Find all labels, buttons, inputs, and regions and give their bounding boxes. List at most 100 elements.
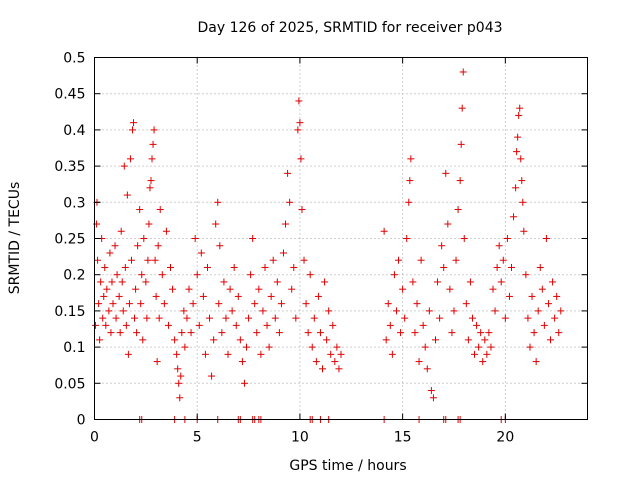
data-point [243,343,251,351]
data-point [220,278,228,286]
y-tick-label: 0.35 [54,159,85,175]
data-point [132,285,140,293]
data-point [142,278,150,286]
data-point [164,321,172,329]
data-point [321,278,329,286]
data-point [538,285,546,293]
data-point [143,314,151,322]
data-point [471,350,479,358]
data-point [247,271,255,279]
data-point [253,329,261,337]
data-point [203,263,211,271]
data-point [444,220,452,228]
data-point [335,365,343,373]
data-point [102,321,110,329]
data-point [146,184,154,192]
data-point [300,256,308,264]
data-point [195,321,203,329]
y-tick-label: 0 [77,413,86,429]
data-point [130,119,138,127]
data-point [423,365,431,373]
data-point [126,155,134,163]
data-point [269,256,277,264]
data-point [133,329,141,337]
data-point [473,321,481,329]
data-point [459,68,467,76]
data-point [507,263,515,271]
data-point [189,300,197,308]
data-point [99,314,107,322]
data-point [304,329,312,337]
data-point [517,155,525,163]
data-point [487,343,495,351]
data-point [94,256,102,264]
data-point [436,314,444,322]
data-point [464,336,472,344]
data-point [450,307,458,315]
data-point [257,350,265,358]
data-point [105,307,113,315]
data-point [156,206,164,214]
data-point [468,314,476,322]
data-point [314,292,322,300]
data-point [388,350,396,358]
y-tick-label: 0.3 [63,195,85,211]
axis-ticks [94,57,588,420]
data-point [115,292,123,300]
data-point [109,300,117,308]
data-point [267,292,275,300]
data-point [180,307,188,315]
x-tick-label: 15 [394,430,412,446]
y-tick-label: 0.4 [63,123,85,139]
data-point [331,358,339,366]
data-point [122,321,130,329]
data-point [462,300,470,308]
data-point [295,97,303,105]
data-point [288,285,296,293]
data-point [438,242,446,250]
data-point [323,336,331,344]
data-point [544,300,552,308]
data-point [456,177,464,185]
data-point [536,263,544,271]
data-point [483,350,491,358]
data-point [406,177,414,185]
data-point [413,300,421,308]
data-point [271,314,279,322]
data-point [265,343,273,351]
data-point [479,358,487,366]
data-point [310,314,318,322]
data-point [97,278,105,286]
chart-title: Day 126 of 2025, SRMTID for receiver p04… [197,20,502,36]
data-point [555,329,563,337]
data-point [112,314,120,322]
y-tick-label: 0.25 [54,232,85,248]
data-point [216,242,224,250]
data-point [446,285,454,293]
data-point [417,256,425,264]
data-point [92,321,100,329]
data-point [397,329,405,337]
data-point [308,343,316,351]
data-point [448,329,456,337]
y-axis-label: SRMTID / TECUs [7,182,23,295]
data-point [240,379,248,387]
data-point [547,336,555,344]
data-point [116,329,124,337]
data-point [162,227,170,235]
data-point [491,307,499,315]
data-point [154,242,162,250]
data-point [238,358,246,366]
data-point [149,140,157,148]
data-point [120,162,128,170]
data-point [553,292,561,300]
data-point [440,263,448,271]
data-point [409,278,417,286]
data-point [169,285,177,293]
data-point [401,314,409,322]
data-point [139,336,147,344]
data-point [234,292,242,300]
data-point [501,314,509,322]
y-tick-label: 0.15 [54,304,85,320]
data-point [103,285,111,293]
